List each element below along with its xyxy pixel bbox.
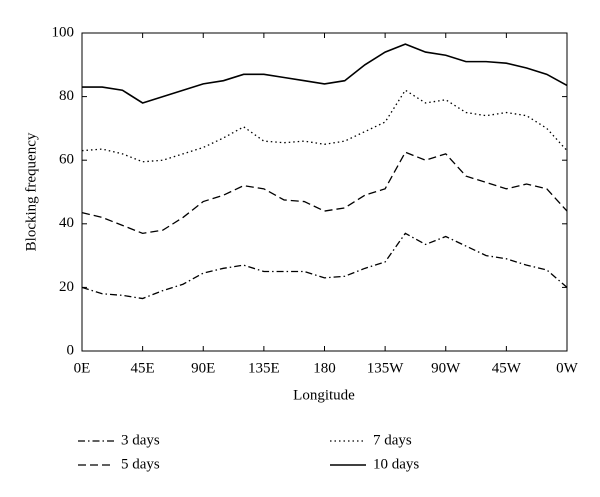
x-tick-label: 135E <box>248 360 280 376</box>
line-series <box>82 43 568 104</box>
y-tick-label: 40 <box>59 215 74 231</box>
x-tick-label: 90E <box>191 360 215 376</box>
y-tick-label: 0 <box>67 342 75 358</box>
y-tick-label: 20 <box>59 279 74 295</box>
x-tick-label: 0E <box>74 360 91 376</box>
legend-label: 3 days <box>121 432 160 448</box>
y-axis-label: Blocking frequency <box>23 132 39 251</box>
plot-frame <box>81 32 568 352</box>
y-tick-label: 80 <box>59 88 74 104</box>
line-series <box>81 151 568 235</box>
x-tick-label: 135W <box>367 360 405 376</box>
y-tick-label: 100 <box>52 24 75 40</box>
line-series <box>81 232 568 300</box>
legend-label: 5 days <box>121 456 160 472</box>
legend-label: 10 days <box>373 456 419 472</box>
x-tick-label: 0W <box>556 360 579 376</box>
x-tick-label: 45W <box>492 360 522 376</box>
line-series <box>81 89 568 163</box>
x-axis-label: Longitude <box>293 387 355 403</box>
y-tick-label: 60 <box>59 152 74 168</box>
x-tick-label: 90W <box>431 360 461 376</box>
x-tick-label: 45E <box>131 360 155 376</box>
x-tick-label: 180 <box>313 360 336 376</box>
legend-label: 7 days <box>373 432 412 448</box>
